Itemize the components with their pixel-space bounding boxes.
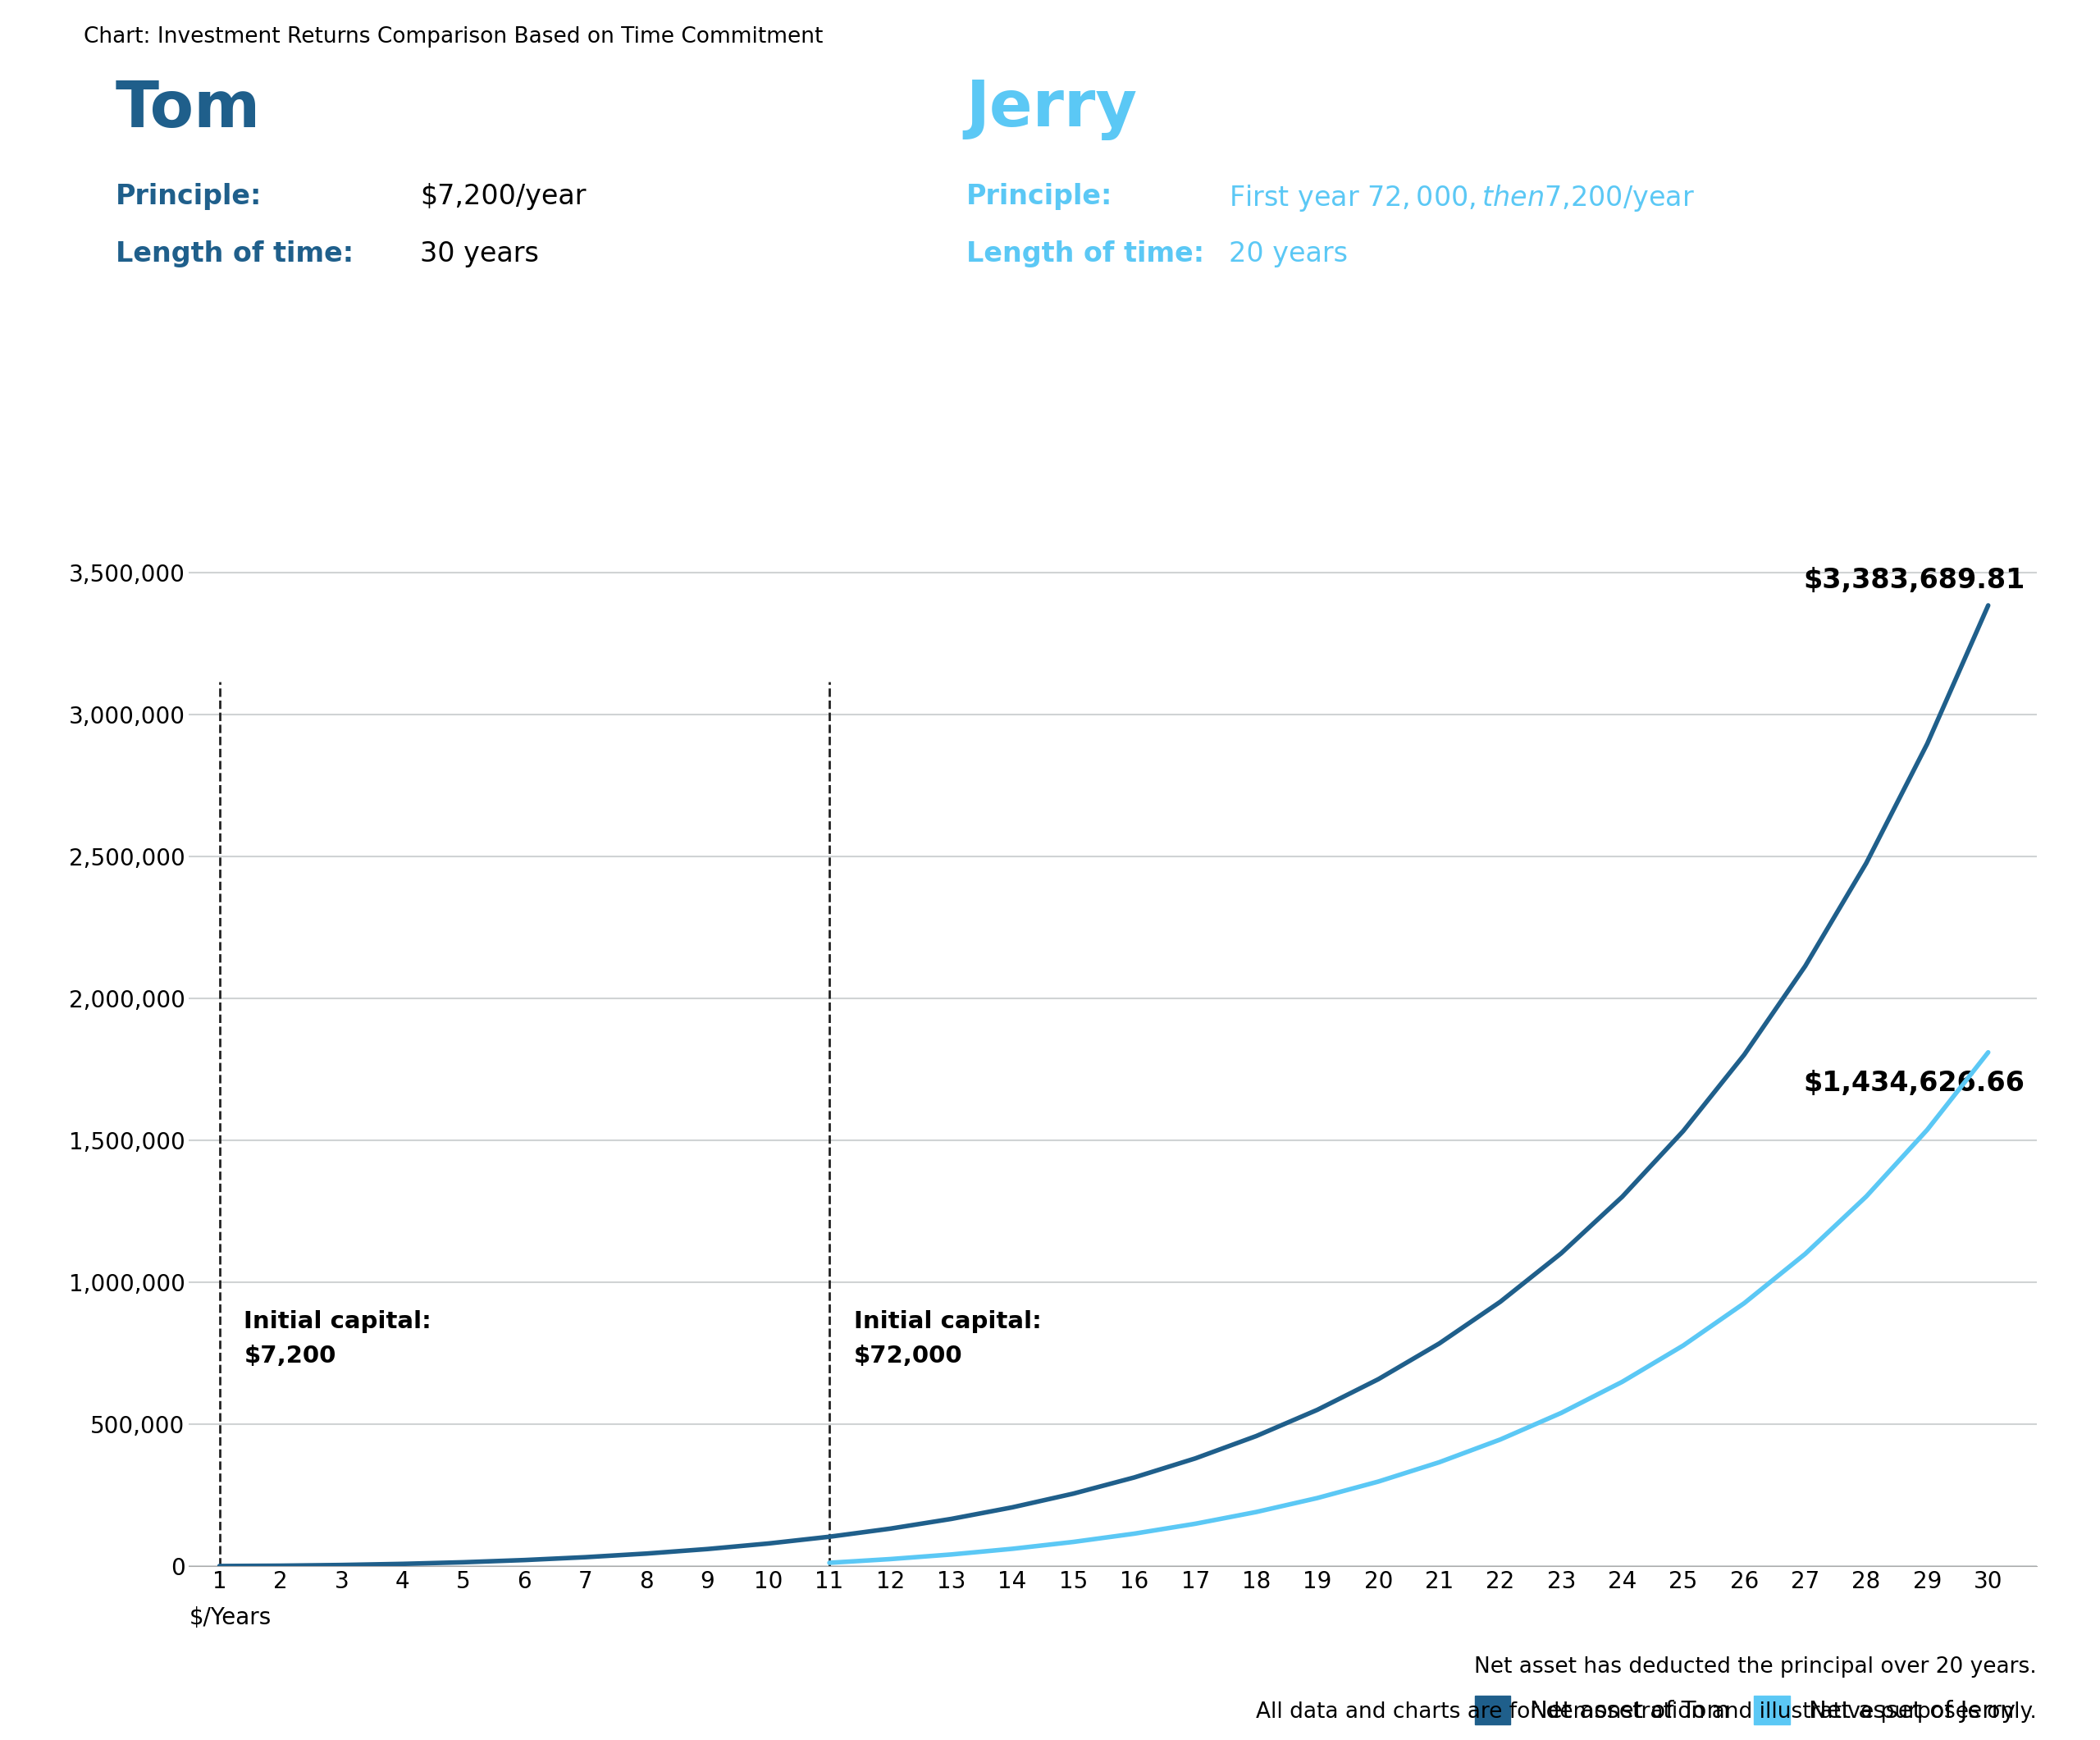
Text: $7,200/year: $7,200/year	[420, 183, 586, 211]
Text: $7,200: $7,200	[244, 1345, 336, 1368]
Text: Net asset has deducted the principal over 20 years.: Net asset has deducted the principal ove…	[1474, 1656, 2037, 1677]
Text: Jerry: Jerry	[966, 78, 1138, 141]
X-axis label: $/Years: $/Years	[189, 1606, 271, 1630]
Text: First year $72,000, then $7,200/year: First year $72,000, then $7,200/year	[1228, 183, 1695, 212]
Text: Initial capital:: Initial capital:	[244, 1310, 430, 1333]
Text: $1,434,626.66: $1,434,626.66	[1804, 1070, 2024, 1096]
Text: Length of time:: Length of time:	[966, 240, 1203, 268]
Text: Principle:: Principle:	[116, 183, 262, 211]
Text: $72,000: $72,000	[855, 1345, 962, 1368]
Text: Principle:: Principle:	[966, 183, 1113, 211]
Text: 30 years: 30 years	[420, 240, 540, 268]
Text: $3,383,689.81: $3,383,689.81	[1804, 567, 2024, 593]
Text: All data and charts are for demonstration and illustrative purposes only.: All data and charts are for demonstratio…	[1256, 1702, 2037, 1723]
Text: Tom: Tom	[116, 78, 260, 141]
Legend: Net asset of Tom, Net asset of Jerry: Net asset of Tom, Net asset of Jerry	[1466, 1686, 2024, 1735]
Text: Chart: Investment Returns Comparison Based on Time Commitment: Chart: Investment Returns Comparison Bas…	[84, 26, 823, 47]
Text: Initial capital:: Initial capital:	[855, 1310, 1042, 1333]
Text: 20 years: 20 years	[1228, 240, 1348, 268]
Text: Length of time:: Length of time:	[116, 240, 353, 268]
